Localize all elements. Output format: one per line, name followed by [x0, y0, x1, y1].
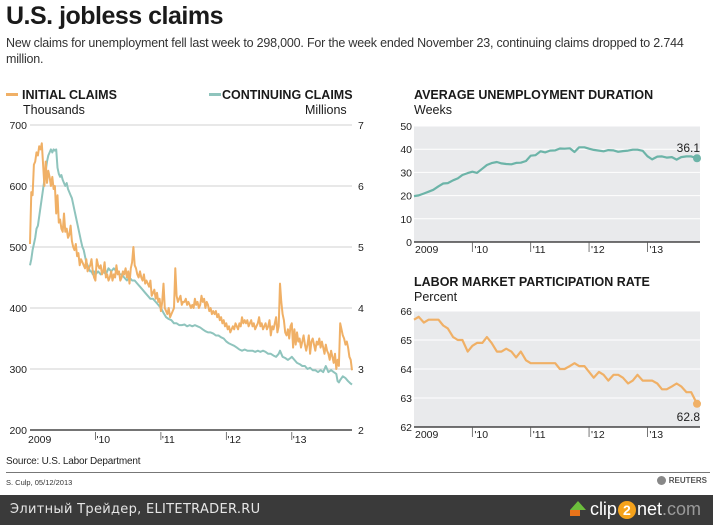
y-right-tick-label: 5 [358, 242, 364, 254]
legend-swatch-continuing-icon [209, 93, 221, 97]
brand-net: net [636, 499, 662, 519]
end-point-marker [693, 154, 701, 163]
initial-claims-line [29, 142, 353, 371]
x-tick-label: '12 [591, 244, 605, 256]
brand-com: .com [661, 499, 701, 519]
legend-initial-label: INITIAL CLAIMS [22, 88, 117, 102]
reuters-logo: REUTERS [656, 476, 707, 485]
x-tick-label: '13 [649, 429, 663, 441]
reuters-label: REUTERS [668, 476, 707, 485]
series-line [413, 146, 698, 198]
y-tick-label: 10 [400, 214, 412, 226]
x-tick-label: '11 [162, 434, 175, 446]
legend-swatch-initial-icon [6, 93, 18, 97]
y-right-tick-label: 3 [358, 364, 364, 376]
y-left-tick-label: 400 [9, 303, 27, 315]
brand-two: 2 [617, 500, 636, 519]
plot-background [414, 126, 700, 242]
end-value-label: 36.1 [677, 141, 701, 155]
right-axis-unit: Millions [305, 103, 347, 117]
x-tick-label: '11 [533, 244, 546, 256]
claims-chart: 700 600 500 400 300 200 7 6 5 4 3 2 2009 '10 '11 '12 '13 [9, 120, 364, 446]
banner-site-text: Элитный Трейдер, ELITETRADER.RU [10, 502, 261, 517]
footer-divider [6, 472, 710, 473]
y-tick-label: 0 [406, 237, 412, 249]
y-tick-label: 20 [400, 191, 412, 203]
brand-clip: clip [589, 499, 617, 519]
end-value-label: 62.8 [677, 410, 701, 424]
y-tick-label: 64 [400, 364, 412, 376]
y-right-tick-label: 6 [358, 181, 364, 193]
y-right-tick-label: 7 [358, 120, 364, 132]
y-left-tick-label: 300 [9, 364, 27, 376]
y-left-tick-label: 500 [9, 242, 27, 254]
x-tick-label: 2009 [28, 434, 52, 446]
clip2net-logo: clip 2 net .com [569, 499, 701, 520]
y-left-tick-label: 200 [9, 425, 27, 437]
x-tick-label: '12 [227, 434, 241, 446]
legend-initial-claims: INITIAL CLAIMS [6, 88, 117, 102]
y-tick-label: 40 [400, 144, 412, 156]
reuters-icon [656, 476, 666, 485]
y-tick-label: 50 [400, 121, 412, 133]
x-tick-label: 2009 [415, 244, 439, 256]
end-point-marker [693, 399, 701, 408]
x-tick-label: '10 [96, 434, 110, 446]
y-tick-label: 30 [400, 167, 412, 179]
y-right-tick-label: 4 [358, 303, 364, 315]
upload-arrow-icon [569, 501, 586, 516]
x-tick-label: '11 [533, 429, 546, 441]
y-tick-label: 66 [400, 306, 412, 318]
x-tick-label: '13 [649, 244, 663, 256]
y-right-tick-label: 2 [358, 425, 364, 437]
y-tick-label: 62 [400, 422, 412, 434]
participation-chart-title: LABOR MARKET PARTICIPATION RATE [414, 275, 650, 289]
y-left-tick-label: 600 [9, 181, 27, 193]
y-tick-label: 63 [400, 393, 412, 405]
left-axis-unit: Thousands [23, 103, 85, 117]
legend-continuing-label: CONTINUING CLAIMS [222, 88, 353, 102]
y-left-tick-label: 700 [9, 120, 27, 132]
watermark-banner: Элитный Трейдер, ELITETRADER.RU clip 2 net… [0, 495, 713, 525]
legend-continuing-claims: CONTINUING CLAIMS [209, 88, 353, 102]
x-tick-label: 2009 [415, 429, 439, 441]
series-line [413, 315, 698, 405]
credit-note: S. Culp, 05/12/2013 [6, 478, 73, 487]
x-tick-label: '10 [474, 244, 488, 256]
page-subtitle: New claims for unemployment fell last we… [6, 36, 684, 66]
participation-chart-unit: Percent [414, 290, 458, 304]
x-tick-label: '10 [474, 429, 488, 441]
duration-chart-unit: Weeks [414, 103, 452, 117]
x-tick-label: '13 [293, 434, 307, 446]
y-tick-label: 65 [400, 335, 412, 347]
x-tick-label: '12 [591, 429, 605, 441]
page-title: U.S. jobless claims [6, 2, 224, 30]
source-note: Source: U.S. Labor Department [6, 456, 141, 467]
duration-chart-title: AVERAGE UNEMPLOYMENT DURATION [414, 88, 654, 102]
continuing-claims-line [29, 148, 353, 386]
